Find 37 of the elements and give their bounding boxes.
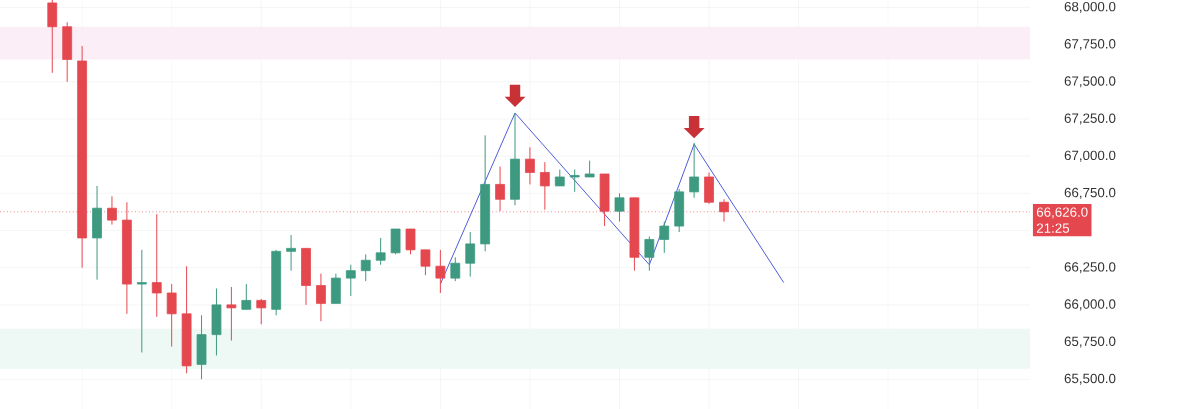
candlestick: [360, 253, 371, 282]
candlestick: [614, 192, 625, 223]
y-tick-label: 65,750.0: [1064, 336, 1116, 348]
candlestick: [47, 0, 58, 74]
candlestick: [435, 249, 446, 294]
candlestick: [390, 228, 401, 255]
candlestick: [166, 283, 177, 348]
y-tick-label: 68,000.0: [1064, 1, 1116, 13]
y-tick-label: 67,750.0: [1064, 39, 1116, 51]
candlestick: [569, 169, 580, 193]
text: 21:25: [1036, 223, 1070, 233]
candlestick: [465, 231, 476, 278]
y-tick-label: 67,500.0: [1064, 76, 1116, 88]
candlestick: [136, 249, 147, 353]
y-tick-label: 65,500.0: [1064, 373, 1116, 385]
candlestick: [525, 146, 535, 185]
candlestick: [405, 228, 416, 255]
y-tick-label: 67,000.0: [1064, 150, 1116, 162]
ref-line-label: 66,626.0: [1036, 207, 1088, 219]
y-tick-label: 66,750.0: [1064, 187, 1116, 199]
candlestick: [450, 256, 461, 282]
y-tick-label: 66,250.0: [1064, 262, 1116, 274]
line-series: [439, 112, 785, 285]
candlestick: [286, 234, 296, 272]
candlestick: [151, 213, 162, 318]
candlestick: [375, 237, 386, 266]
candlestick: [659, 221, 670, 254]
candlestick: [226, 286, 237, 342]
candlestick: [241, 283, 252, 310]
candlestick: [256, 298, 267, 325]
candlestick: [689, 142, 700, 199]
candlestick: [345, 264, 356, 297]
y-tick-label: 66,000.0: [1064, 299, 1116, 311]
y-tick-label: 67,250.0: [1064, 113, 1116, 125]
candlestick: [644, 235, 655, 272]
candlestick: [316, 273, 326, 322]
candlestick: [420, 249, 431, 276]
